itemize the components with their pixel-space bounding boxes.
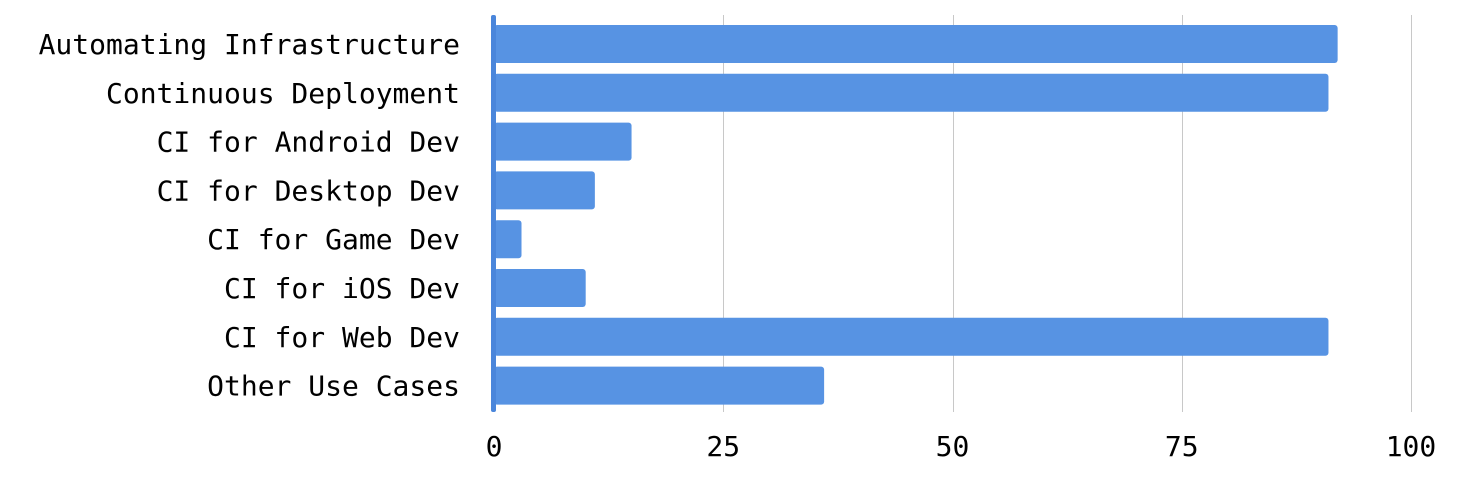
bar <box>494 269 586 307</box>
category-label: CI for Web Dev <box>224 321 460 354</box>
category-label: Automating Infrastructure <box>39 28 460 61</box>
x-tick-labels: 0 25 50 75 100 <box>486 430 1437 463</box>
category-label: Continuous Deployment <box>106 77 460 110</box>
category-label: CI for Game Dev <box>207 223 460 256</box>
category-label: CI for Desktop Dev <box>157 174 460 207</box>
x-tick-label: 75 <box>1165 430 1199 463</box>
y-axis-line <box>491 15 496 412</box>
bar <box>494 171 595 210</box>
bars <box>494 25 1338 405</box>
axis <box>491 15 496 412</box>
x-tick-label: 0 <box>486 430 503 463</box>
x-tick-label: 50 <box>936 430 970 463</box>
category-label: Other Use Cases <box>207 370 460 403</box>
category-label: CI for Android Dev <box>157 126 460 159</box>
x-tick-label: 100 <box>1386 430 1437 463</box>
category-labels: Automating Infrastructure Continuous Depl… <box>39 28 460 403</box>
bar <box>494 25 1338 63</box>
bar <box>494 73 1329 112</box>
bar <box>494 122 632 161</box>
x-tick-label: 25 <box>706 430 740 463</box>
bar <box>494 366 825 405</box>
bar <box>494 220 522 259</box>
category-label: CI for iOS Dev <box>224 272 460 305</box>
bar <box>494 317 1329 356</box>
